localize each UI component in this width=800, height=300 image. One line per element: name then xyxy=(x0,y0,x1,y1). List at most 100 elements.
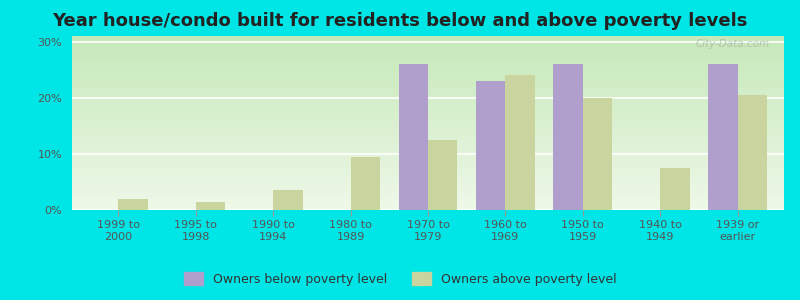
Bar xyxy=(72,114,784,115)
Bar xyxy=(72,162,784,164)
Bar xyxy=(72,84,784,85)
Bar xyxy=(72,49,784,50)
Bar xyxy=(72,182,784,183)
Bar xyxy=(72,197,784,198)
Bar xyxy=(72,51,784,52)
Bar xyxy=(72,108,784,109)
Bar xyxy=(72,45,784,46)
Bar xyxy=(72,165,784,166)
Bar xyxy=(72,42,784,43)
Bar xyxy=(72,188,784,189)
Bar xyxy=(72,44,784,45)
Bar xyxy=(72,73,784,74)
Bar xyxy=(72,204,784,206)
Bar xyxy=(72,168,784,169)
Bar xyxy=(72,143,784,144)
Bar xyxy=(72,82,784,84)
Bar xyxy=(72,96,784,98)
Bar xyxy=(72,37,784,38)
Bar xyxy=(72,104,784,106)
Bar xyxy=(72,58,784,59)
Bar xyxy=(72,55,784,56)
Bar xyxy=(72,145,784,146)
Bar xyxy=(72,157,784,158)
Bar xyxy=(72,125,784,127)
Bar xyxy=(72,107,784,108)
Bar xyxy=(72,202,784,203)
Bar xyxy=(72,198,784,200)
Bar xyxy=(72,130,784,131)
Bar xyxy=(72,85,784,86)
Bar xyxy=(72,122,784,123)
Bar xyxy=(72,67,784,68)
Bar xyxy=(72,138,784,139)
Bar xyxy=(72,124,784,125)
Bar xyxy=(72,86,784,87)
Bar xyxy=(72,154,784,155)
Bar xyxy=(72,57,784,58)
Bar xyxy=(72,183,784,184)
Bar xyxy=(72,201,784,202)
Bar xyxy=(72,200,784,201)
Bar xyxy=(72,88,784,89)
Bar xyxy=(72,174,784,175)
Bar xyxy=(72,110,784,111)
Bar xyxy=(72,173,784,174)
Bar xyxy=(72,142,784,143)
Bar xyxy=(72,80,784,81)
Bar xyxy=(72,94,784,95)
Bar xyxy=(72,151,784,152)
Bar xyxy=(72,106,784,107)
Bar xyxy=(72,193,784,194)
Bar xyxy=(72,48,784,49)
Bar xyxy=(72,100,784,101)
Bar xyxy=(72,186,784,187)
Bar xyxy=(72,56,784,57)
Bar xyxy=(72,93,784,94)
Bar xyxy=(72,140,784,142)
Bar xyxy=(72,117,784,119)
Bar xyxy=(72,203,784,204)
Bar xyxy=(72,78,784,79)
Bar xyxy=(72,209,784,210)
Bar xyxy=(350,157,380,210)
Bar xyxy=(72,89,784,91)
Bar xyxy=(72,95,784,96)
Bar xyxy=(72,128,784,129)
Bar xyxy=(72,161,784,162)
Bar xyxy=(72,91,784,92)
Bar xyxy=(72,181,784,182)
Bar xyxy=(72,53,784,55)
Bar xyxy=(582,98,612,210)
Bar xyxy=(72,175,784,176)
Bar xyxy=(72,121,784,122)
Bar xyxy=(506,75,535,210)
Bar xyxy=(72,155,784,157)
Bar xyxy=(72,63,784,64)
Bar xyxy=(72,146,784,147)
Bar xyxy=(72,135,784,136)
Bar xyxy=(72,36,784,37)
Bar xyxy=(72,65,784,66)
Bar xyxy=(72,167,784,168)
Bar xyxy=(72,52,784,53)
Bar xyxy=(72,87,784,88)
Bar xyxy=(72,70,784,71)
Bar xyxy=(72,101,784,102)
Bar xyxy=(72,119,784,121)
Bar xyxy=(72,60,784,62)
Bar xyxy=(72,159,784,160)
Bar xyxy=(72,118,784,119)
Bar xyxy=(72,38,784,40)
Bar xyxy=(72,196,784,197)
Bar xyxy=(72,160,784,161)
Bar xyxy=(72,187,784,188)
Bar xyxy=(398,64,428,210)
Bar xyxy=(72,195,784,196)
Bar xyxy=(72,172,784,173)
Bar xyxy=(72,129,784,130)
Bar xyxy=(72,169,784,171)
Bar xyxy=(72,180,784,181)
Bar xyxy=(72,79,784,80)
Bar xyxy=(72,179,784,180)
